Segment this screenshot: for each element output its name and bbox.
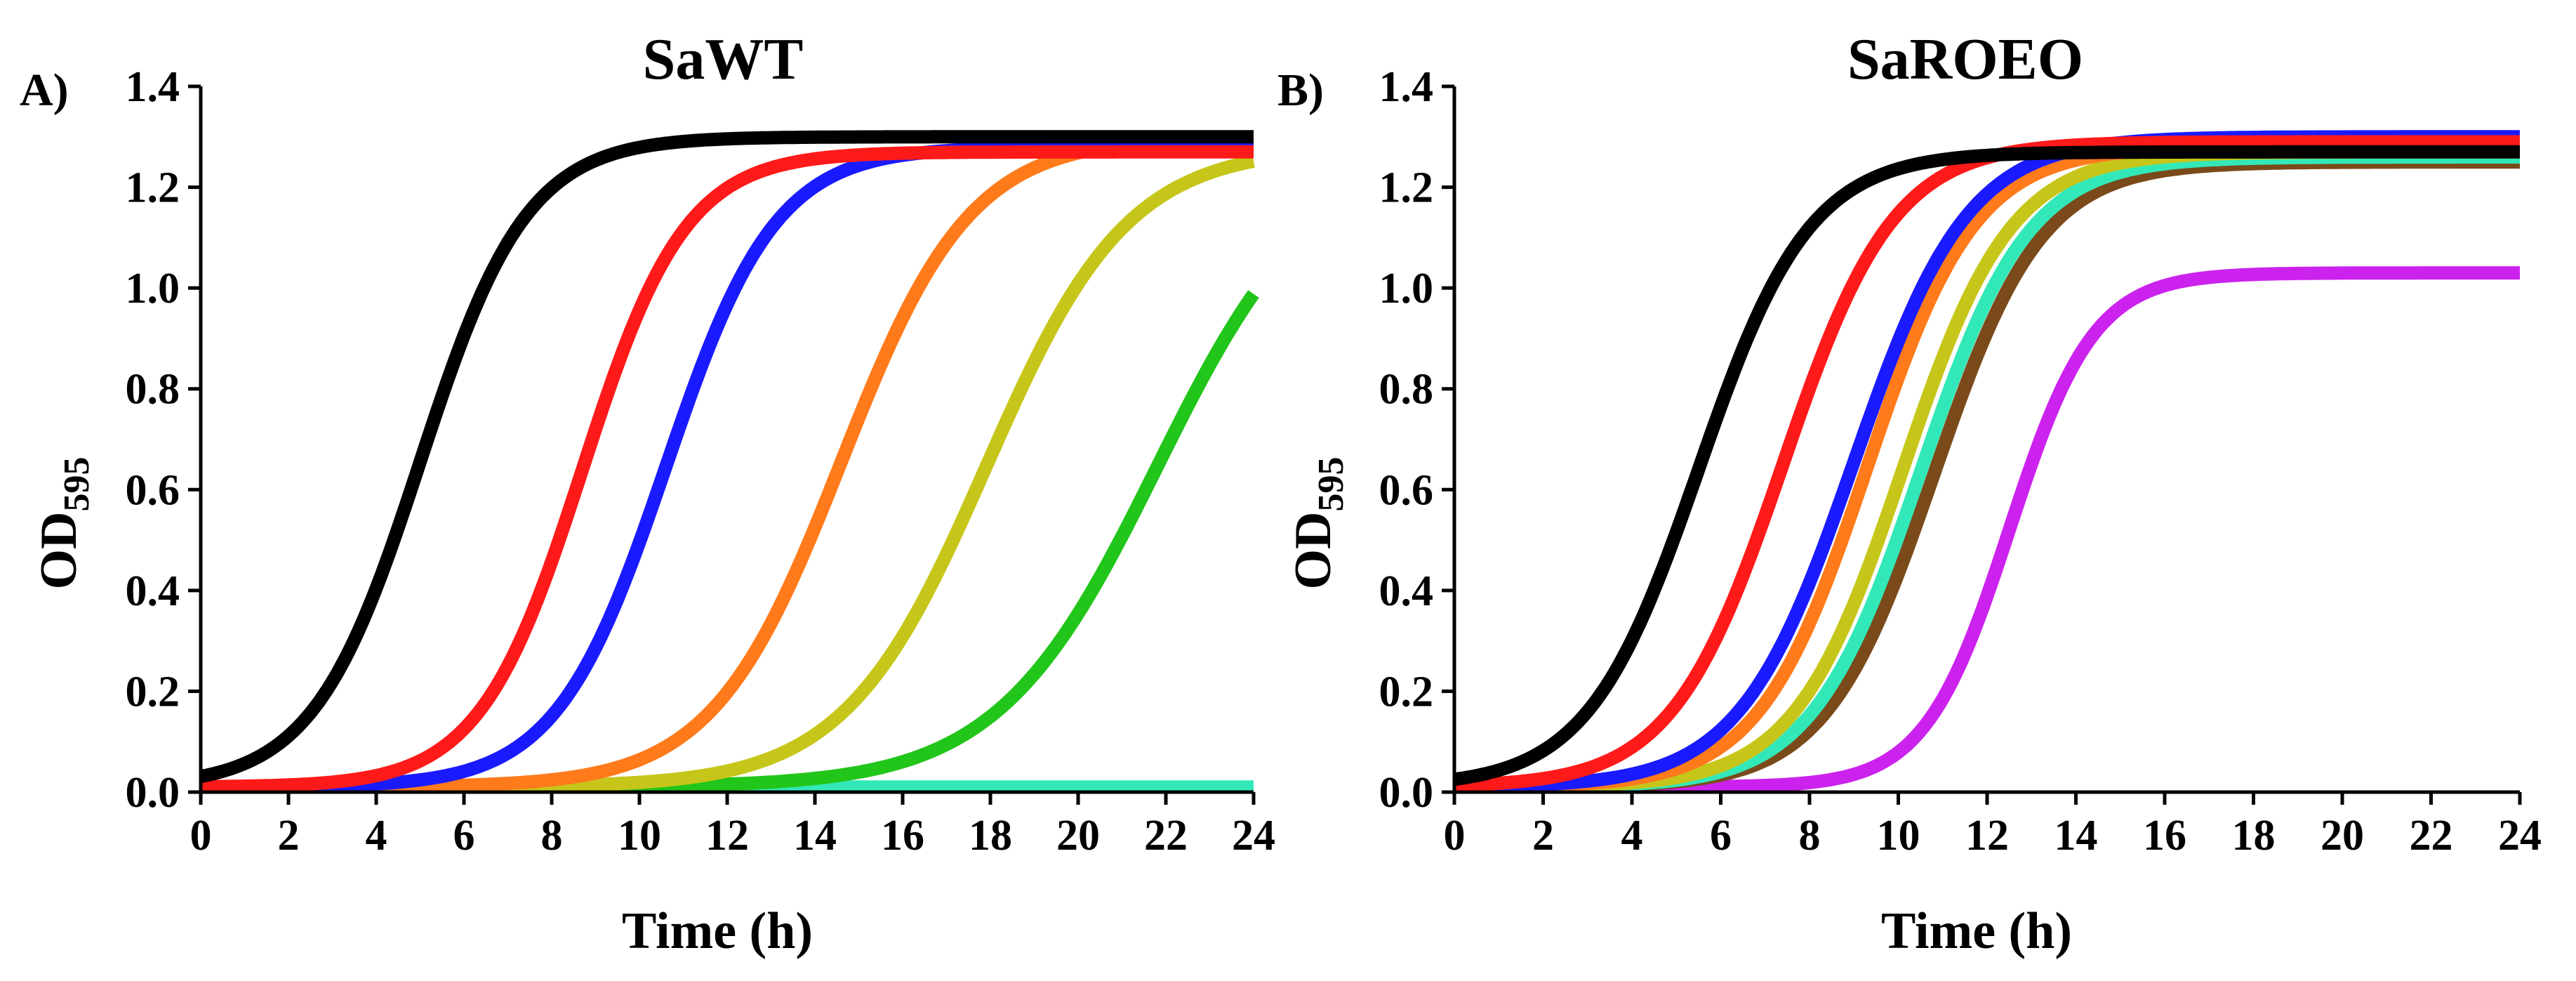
x-tick-label: 4	[366, 812, 387, 860]
x-tick-label: 20	[1056, 812, 1100, 860]
x-tick-label: 14	[2054, 812, 2098, 860]
x-tick-label: 6	[453, 812, 475, 860]
panel-label: B)	[1277, 65, 1324, 116]
curve-green	[198, 290, 1259, 794]
x-tick-label: 10	[618, 812, 661, 860]
x-tick-label: 8	[1799, 812, 1821, 860]
x-tick-label: 24	[2498, 812, 2542, 860]
y-axis-label-main: OD	[1284, 512, 1342, 590]
x-tick-label: 10	[1877, 812, 1920, 860]
x-tick-label: 2	[1532, 812, 1554, 860]
curve-magenta	[1452, 266, 2523, 794]
x-tick-label: 14	[793, 812, 837, 860]
series-group	[198, 130, 1259, 794]
x-tick-label: 20	[2321, 812, 2364, 860]
curve-orange	[198, 131, 1256, 794]
x-axis-label: Time (h)	[1881, 902, 2072, 960]
svg-text:OD595: OD595	[1284, 457, 1351, 590]
x-tick-label: 18	[969, 812, 1012, 860]
x-tick-label: 18	[2232, 812, 2276, 860]
svg-text:OD595: OD595	[30, 457, 97, 590]
x-tick-label: 8	[541, 812, 563, 860]
y-tick-label: 1.4	[1379, 63, 1434, 111]
curve-orange	[1452, 140, 2523, 794]
curve-black	[1452, 145, 2523, 786]
panel-a: A) SaWT OD595 Time (h) 0.0 0.2 0.4 0.6 0.8 1.…	[20, 27, 1275, 960]
y-tick-label: 0.2	[126, 668, 180, 716]
y-tick-label: 0.8	[1379, 366, 1434, 414]
x-tick-label: 12	[705, 812, 749, 860]
y-axis-label-main: OD	[30, 512, 88, 590]
y-tick-label: 0.6	[126, 466, 180, 514]
y-axis-label: OD595	[30, 457, 97, 590]
x-tick-label: 2	[278, 812, 300, 860]
panel-b: B) SaROEO OD595 Time (h) 0.0 0.2 0.4 0.6 0.8…	[1277, 27, 2542, 960]
curve-olive	[1452, 145, 2523, 794]
y-tick-label: 1.0	[126, 265, 180, 312]
x-axis-label: Time (h)	[622, 902, 813, 960]
curve-blue	[1452, 130, 2523, 794]
x-tick-label: 16	[881, 812, 924, 860]
y-tick-label: 0.0	[1379, 769, 1434, 817]
chart-title: SaWT	[643, 27, 804, 92]
x-tick-label: 4	[1621, 812, 1643, 860]
y-axis-label: OD595	[1284, 457, 1351, 590]
x-ticks: 0 2 4 6 8 10 12 14 16 18 20 22 24	[190, 792, 1275, 860]
y-tick-label: 1.2	[1379, 164, 1434, 212]
chart-title: SaROEO	[1847, 27, 2083, 92]
y-tick-label: 0.0	[126, 769, 180, 817]
panel-label: A)	[20, 65, 69, 116]
x-tick-label: 22	[2410, 812, 2453, 860]
y-tick-label: 0.4	[1379, 567, 1434, 615]
x-tick-label: 22	[1144, 812, 1188, 860]
y-tick-label: 0.8	[126, 366, 180, 414]
x-tick-label: 0	[1444, 812, 1466, 860]
y-tick-label: 1.4	[126, 63, 180, 111]
x-tick-label: 24	[1232, 812, 1275, 860]
y-tick-label: 0.2	[1379, 668, 1434, 716]
x-tick-label: 0	[190, 812, 212, 860]
x-ticks: 0 2 4 6 8 10 12 14 16 18 20 22 24	[1444, 792, 2542, 860]
y-ticks: 0.0 0.2 0.4 0.6 0.8 1.0 1.2 1.4	[1379, 63, 1454, 817]
y-tick-label: 0.6	[1379, 466, 1434, 514]
y-tick-label: 1.0	[1379, 265, 1434, 312]
curve-black	[198, 130, 1256, 784]
series-group	[1452, 130, 2523, 794]
x-tick-label: 12	[1965, 812, 2009, 860]
y-tick-label: 0.4	[126, 567, 180, 615]
y-ticks: 0.0 0.2 0.4 0.6 0.8 1.0 1.2 1.4	[126, 63, 201, 817]
curve-red	[198, 145, 1256, 794]
y-axis-label-sub: 595	[1311, 457, 1351, 512]
y-axis-label-sub: 595	[57, 457, 97, 512]
x-tick-label: 16	[2143, 812, 2186, 860]
curve-red	[1452, 135, 2523, 792]
y-tick-label: 1.2	[126, 164, 180, 212]
x-tick-label: 6	[1710, 812, 1732, 860]
